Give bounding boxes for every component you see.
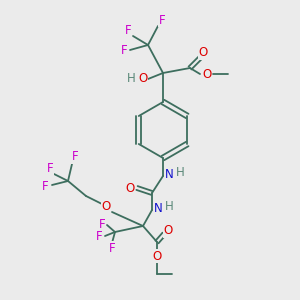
Text: F: F: [47, 161, 53, 175]
Text: F: F: [109, 242, 115, 254]
Text: N: N: [154, 202, 162, 214]
Text: O: O: [198, 46, 208, 59]
Text: F: F: [121, 44, 127, 58]
Text: F: F: [42, 179, 48, 193]
Text: F: F: [72, 151, 78, 164]
Text: N: N: [165, 167, 173, 181]
Text: H: H: [127, 73, 135, 85]
Text: O: O: [138, 73, 148, 85]
Text: O: O: [202, 68, 211, 80]
Text: F: F: [159, 14, 165, 26]
Text: O: O: [164, 224, 172, 238]
Text: F: F: [99, 218, 105, 230]
Text: O: O: [125, 182, 135, 194]
Text: F: F: [125, 23, 131, 37]
Text: H: H: [165, 200, 173, 214]
Text: O: O: [101, 200, 111, 212]
Text: O: O: [152, 250, 162, 262]
Text: F: F: [96, 230, 102, 242]
Text: H: H: [176, 167, 184, 179]
